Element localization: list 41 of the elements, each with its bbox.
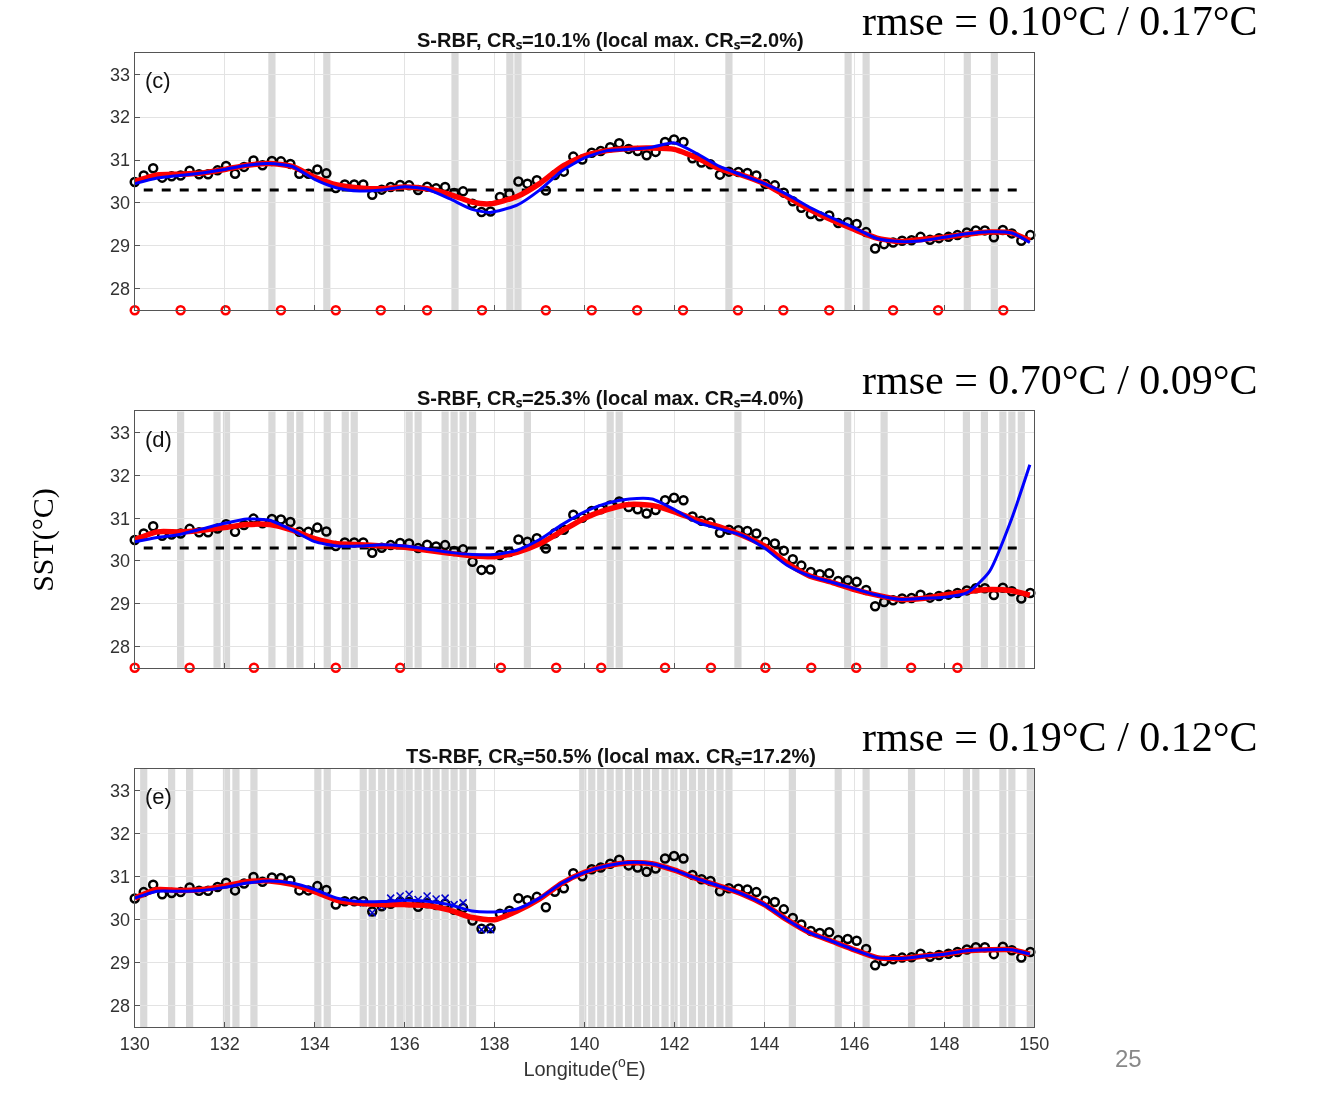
chart-title: TS-RBF, CRₛ=50.5% (local max. CRₛ=17.2%) xyxy=(406,745,816,767)
annotation: (d) xyxy=(145,427,172,452)
x-tick-label: 142 xyxy=(659,1034,690,1054)
y-tick-label: 28 xyxy=(110,636,131,657)
x-tick-label: 148 xyxy=(929,1034,960,1054)
text: rmse = 0.10°C / 0.17°C xyxy=(862,0,1258,44)
text: rmse = 0.19°C / 0.12°C xyxy=(862,714,1258,760)
y-tick-label: 32 xyxy=(110,107,131,128)
y-tick-label: 33 xyxy=(110,423,131,444)
y-tick-label: 33 xyxy=(110,64,131,85)
text: 25 xyxy=(1115,1045,1142,1072)
y-tick-label: 32 xyxy=(110,823,131,844)
x-tick-label: 144 xyxy=(749,1034,780,1054)
x-tick-label: 134 xyxy=(299,1034,330,1054)
x-tick-label: 138 xyxy=(479,1034,510,1054)
x-tick-label: 150 xyxy=(1019,1034,1050,1054)
y-tick-label: 29 xyxy=(110,236,131,257)
chart-title: S-RBF, CRₛ=25.3% (local max. CRₛ=4.0%) xyxy=(417,387,804,409)
x-tick-label: 136 xyxy=(389,1034,420,1054)
x-tick-label: 132 xyxy=(209,1034,240,1054)
x-tick-label: 146 xyxy=(839,1034,870,1054)
y-axis-title: SST(°C) xyxy=(25,488,60,592)
text: rmse = 0.70°C / 0.09°C xyxy=(862,357,1258,403)
annotation: (c) xyxy=(145,68,171,93)
y-tick-label: 29 xyxy=(110,953,131,974)
y-tick-label: 30 xyxy=(110,551,131,572)
chart-title: S-RBF, CRₛ=10.1% (local max. CRₛ=2.0%) xyxy=(417,29,804,51)
x-tick-label: 130 xyxy=(119,1034,150,1054)
y-tick-label: 31 xyxy=(110,866,131,887)
x-axis-title: Longitude($^{o}$E) xyxy=(523,1054,646,1080)
x-tick-label: 140 xyxy=(569,1034,600,1054)
y-tick-label: 31 xyxy=(110,150,131,171)
y-tick-label: 32 xyxy=(110,465,131,486)
y-tick-label: 28 xyxy=(110,996,131,1017)
y-tick-label: 33 xyxy=(110,780,131,801)
y-tick-label: 31 xyxy=(110,508,131,529)
annotation: (e) xyxy=(145,784,172,809)
y-tick-label: 28 xyxy=(110,279,131,300)
y-tick-label: 30 xyxy=(110,193,131,214)
y-tick-label: 30 xyxy=(110,909,131,930)
y-tick-label: 29 xyxy=(110,593,131,614)
